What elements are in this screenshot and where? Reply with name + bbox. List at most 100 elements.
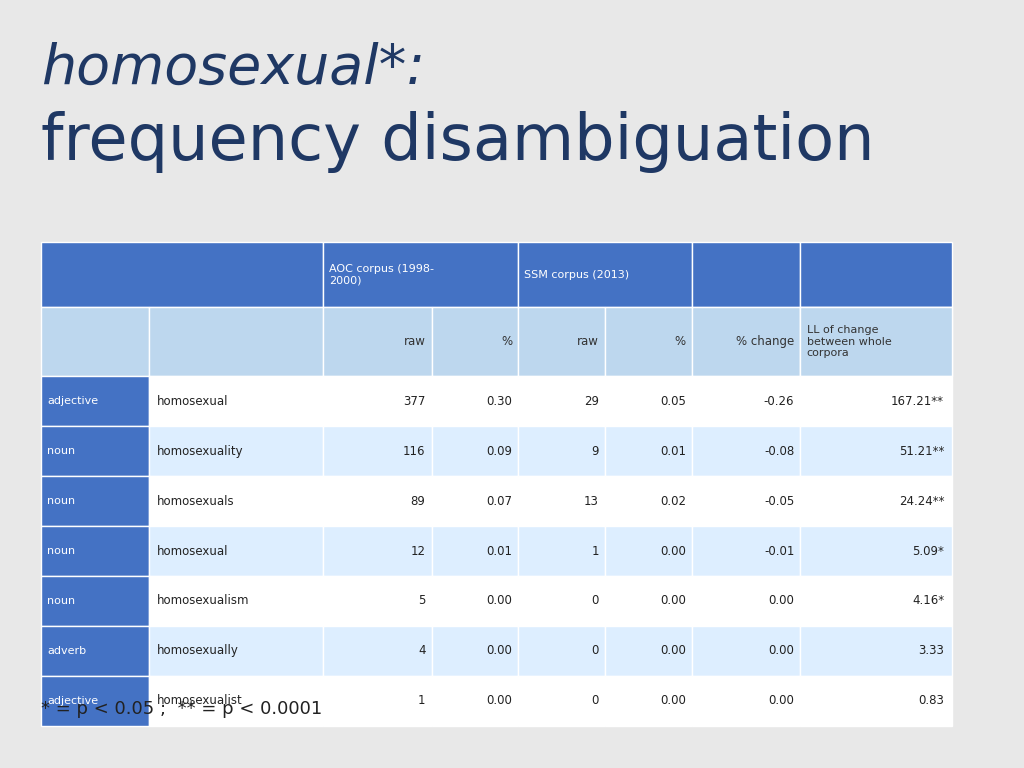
Text: 9: 9 xyxy=(592,445,599,458)
Text: * = p < 0.05 ;  ** = p < 0.0001: * = p < 0.05 ; ** = p < 0.0001 xyxy=(41,700,323,718)
Bar xyxy=(431,476,518,526)
Text: adjective: adjective xyxy=(47,696,98,706)
Bar xyxy=(605,576,692,626)
Text: 116: 116 xyxy=(402,445,425,458)
Bar xyxy=(692,307,801,376)
Bar xyxy=(431,526,518,576)
Text: 3.33: 3.33 xyxy=(919,644,944,657)
Text: LL of change
between whole
corpora: LL of change between whole corpora xyxy=(807,325,891,359)
Text: 0.09: 0.09 xyxy=(486,445,512,458)
Text: SSM corpus (2013): SSM corpus (2013) xyxy=(524,270,630,280)
Bar xyxy=(605,376,692,426)
Bar xyxy=(605,426,692,476)
Bar xyxy=(431,426,518,476)
Bar xyxy=(801,526,952,576)
Text: -0.08: -0.08 xyxy=(764,445,795,458)
Text: 1: 1 xyxy=(592,545,599,558)
Text: 0.07: 0.07 xyxy=(486,495,512,508)
Text: 0.05: 0.05 xyxy=(659,395,686,408)
Text: %: % xyxy=(675,336,686,348)
Bar xyxy=(801,576,952,626)
Text: homosexuals: homosexuals xyxy=(157,495,234,508)
Text: homosexuality: homosexuality xyxy=(157,445,244,458)
Bar xyxy=(801,307,952,376)
Bar xyxy=(431,626,518,676)
Text: 4.16*: 4.16* xyxy=(912,594,944,607)
Text: 0.00: 0.00 xyxy=(659,545,686,558)
Bar xyxy=(605,476,692,526)
Bar xyxy=(801,626,952,676)
Bar xyxy=(41,576,150,626)
Text: AOC corpus (1998-
2000): AOC corpus (1998- 2000) xyxy=(329,263,434,286)
Text: homosexual*:: homosexual*: xyxy=(41,42,425,95)
Bar xyxy=(605,307,692,376)
Text: noun: noun xyxy=(47,546,75,556)
Bar xyxy=(692,626,801,676)
Text: adjective: adjective xyxy=(47,396,98,406)
Bar xyxy=(518,476,605,526)
Bar xyxy=(41,426,150,476)
Bar xyxy=(323,426,431,476)
Bar xyxy=(150,526,323,576)
Text: -0.05: -0.05 xyxy=(764,495,795,508)
Bar xyxy=(150,676,323,726)
Text: homosexualist: homosexualist xyxy=(157,694,243,707)
Text: 0: 0 xyxy=(592,594,599,607)
Text: 0: 0 xyxy=(592,644,599,657)
Bar xyxy=(692,242,801,307)
Bar xyxy=(692,676,801,726)
Bar xyxy=(801,426,952,476)
Bar xyxy=(41,526,150,576)
Text: 167.21**: 167.21** xyxy=(891,395,944,408)
Text: -0.01: -0.01 xyxy=(764,545,795,558)
Bar xyxy=(150,376,323,426)
Bar xyxy=(323,376,431,426)
Bar xyxy=(41,626,150,676)
Text: %: % xyxy=(501,336,512,348)
Bar xyxy=(41,307,150,376)
Text: 13: 13 xyxy=(584,495,599,508)
Bar xyxy=(150,576,323,626)
Text: adverb: adverb xyxy=(47,646,86,656)
Text: 89: 89 xyxy=(411,495,425,508)
Bar xyxy=(323,242,518,307)
Bar xyxy=(518,576,605,626)
Bar xyxy=(323,626,431,676)
Bar xyxy=(518,676,605,726)
Text: 29: 29 xyxy=(584,395,599,408)
Bar xyxy=(518,242,692,307)
Text: 51.21**: 51.21** xyxy=(899,445,944,458)
Text: frequency disambiguation: frequency disambiguation xyxy=(41,111,874,174)
Bar xyxy=(150,426,323,476)
Text: 0.00: 0.00 xyxy=(486,694,512,707)
Bar xyxy=(801,242,952,307)
Text: 5.09*: 5.09* xyxy=(912,545,944,558)
Text: homosexual: homosexual xyxy=(157,395,228,408)
Bar xyxy=(41,476,150,526)
Bar xyxy=(801,307,952,376)
Bar xyxy=(431,307,518,376)
Bar xyxy=(431,676,518,726)
Text: homosexually: homosexually xyxy=(157,644,239,657)
Bar xyxy=(323,676,431,726)
Text: noun: noun xyxy=(47,496,75,506)
Bar xyxy=(801,476,952,526)
Text: 0.02: 0.02 xyxy=(659,495,686,508)
Text: homosexual: homosexual xyxy=(157,545,228,558)
Text: 0.00: 0.00 xyxy=(659,594,686,607)
Text: 0.01: 0.01 xyxy=(486,545,512,558)
Bar xyxy=(692,476,801,526)
Text: 0: 0 xyxy=(592,694,599,707)
Text: 0.00: 0.00 xyxy=(659,694,686,707)
Bar xyxy=(605,676,692,726)
Bar xyxy=(605,626,692,676)
Bar xyxy=(692,426,801,476)
Bar xyxy=(518,426,605,476)
Bar xyxy=(518,626,605,676)
Bar xyxy=(323,526,431,576)
Bar xyxy=(323,576,431,626)
Text: 1: 1 xyxy=(418,694,425,707)
Bar xyxy=(518,307,605,376)
Text: 12: 12 xyxy=(411,545,425,558)
Text: 5: 5 xyxy=(418,594,425,607)
